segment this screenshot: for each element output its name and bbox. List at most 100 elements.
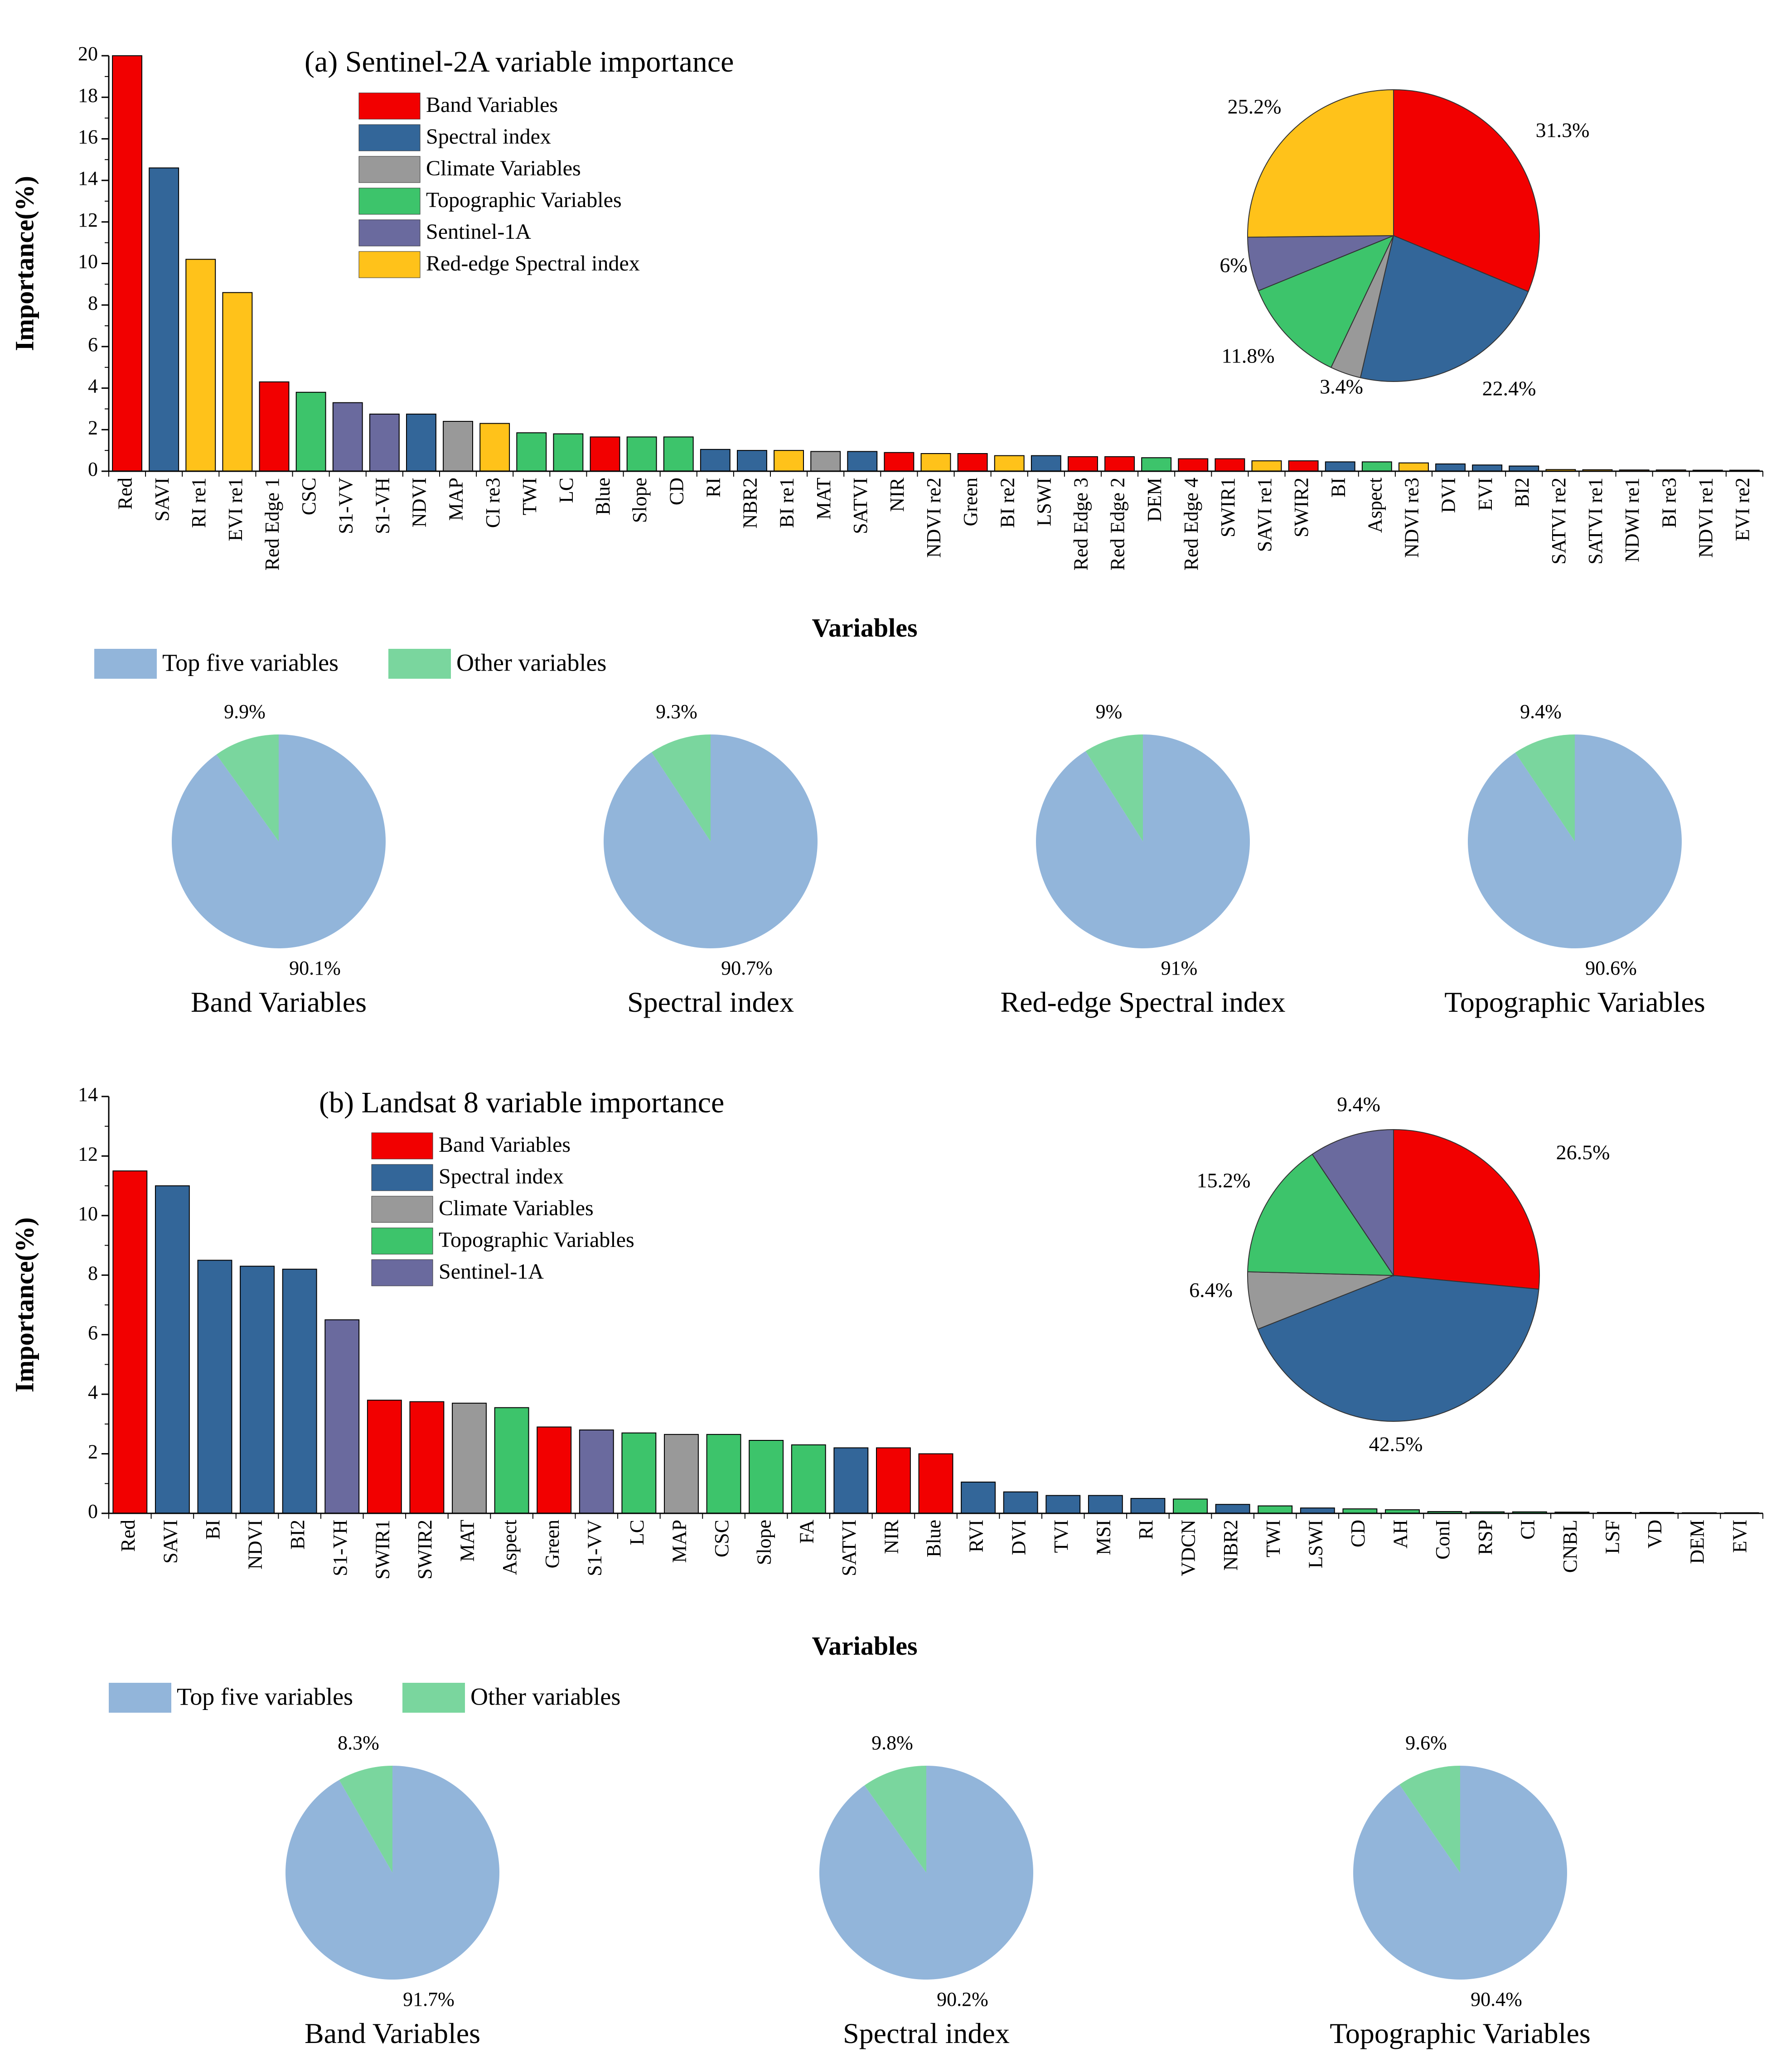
legend-label-top-five: Top five variables	[177, 1683, 353, 1710]
bar-bi	[197, 1260, 232, 1514]
bar-bi2	[282, 1269, 317, 1514]
bar-satvi	[833, 1447, 869, 1514]
landsat8-bar-chart: Red SAVI BI NDVI BI2 S1-VH SWIR1 SWIR2 MAT Aspect…	[10, 1083, 1763, 1661]
pie-label-top-five-topographic-variables: 90.4%	[1471, 1988, 1522, 2010]
pie-label-other-spectral-index: 9.8%	[871, 1732, 913, 1754]
y-tick-label: 20	[78, 43, 98, 65]
legend-swatch-topographic	[371, 1227, 433, 1255]
x-tick-label-ndvi: NDVI	[244, 1520, 266, 1570]
pie-label-band: 31.3%	[1536, 119, 1590, 142]
x-tick-label-map: MAP	[668, 1520, 691, 1563]
x-tick-label-ah: AH	[1389, 1520, 1412, 1549]
x-tick-label-lswi: LSWI	[1033, 478, 1055, 526]
bar-bi-re2	[994, 455, 1025, 472]
y-tick-label: 0	[88, 1500, 98, 1522]
x-tick-label-cd: CD	[1347, 1520, 1369, 1547]
pie-slice-top-five-topographic-variables	[1353, 1766, 1567, 1980]
bar-fa	[791, 1444, 826, 1514]
y-tick-label: 2	[88, 416, 98, 439]
legend-label-climate: Climate Variables	[439, 1196, 594, 1220]
bar-dvi	[1435, 463, 1466, 472]
x-tick-label-rvi: RVI	[965, 1520, 987, 1552]
legend-label-band: Band Variables	[426, 93, 558, 117]
pie-label-climate: 6.4%	[1189, 1279, 1233, 1302]
bar-green	[957, 453, 988, 472]
pie-slice-other-band-variables	[216, 734, 279, 841]
bar-lswi	[1031, 455, 1061, 472]
bar-s1-vh	[324, 1319, 360, 1514]
x-tick-label-slope: Slope	[629, 478, 651, 523]
x-tick-label-nir: NIR	[881, 1519, 903, 1554]
pie-label-topographic: 15.2%	[1197, 1169, 1251, 1192]
pie-label-other-topographic-variables: 9.6%	[1405, 1732, 1447, 1754]
bar-savi	[149, 167, 179, 472]
x-tick-label-satvi-re2: SATVI re2	[1548, 478, 1570, 565]
bar-ri-re1	[185, 259, 216, 472]
y-tick-label: 14	[78, 167, 98, 189]
y-axis-title: Importance(%)	[10, 1217, 39, 1393]
x-tick-label-mat: MAT	[456, 1520, 479, 1562]
x-axis-title: Variables	[812, 1631, 917, 1661]
x-tick-label-dvi: DVI	[1437, 478, 1460, 513]
x-tick-label-swir2: SWIR2	[414, 1520, 436, 1579]
x-tick-label-ci-re3: CI re3	[482, 478, 504, 528]
pie-slice-sentinel1	[1311, 1129, 1394, 1277]
bar-swir1	[367, 1400, 402, 1514]
bar-nir	[884, 452, 915, 472]
x-tick-label-coni: ConI	[1432, 1520, 1454, 1560]
legend-swatch-other	[402, 1683, 465, 1713]
bar-red-edge-3	[1068, 456, 1098, 472]
pie-slice-topographic	[1258, 235, 1395, 368]
x-tick-label-evi-re1: EVI re1	[224, 478, 247, 541]
bar-dem	[1141, 457, 1172, 472]
legend-label-band: Band Variables	[439, 1133, 571, 1157]
pie-slice-topographic	[1247, 1154, 1394, 1276]
x-tick-label-savi-re1: SAVI re1	[1253, 478, 1276, 552]
y-tick-label: 10	[78, 251, 98, 273]
bar-green	[537, 1426, 572, 1514]
legend-label-topographic: Topographic Variables	[439, 1228, 634, 1252]
legend-swatch-climate	[371, 1196, 433, 1223]
legend-swatch-spectral	[358, 124, 421, 151]
x-tick-label-dem: DEM	[1143, 478, 1166, 522]
x-tick-label-swir2: SWIR2	[1290, 478, 1312, 537]
x-tick-label-ri: RI	[1135, 1520, 1157, 1540]
x-tick-label-ndvi-re3: NDVI re3	[1401, 478, 1423, 558]
x-tick-label-twi: TWI	[1262, 1520, 1284, 1557]
pie-label-climate: 3.4%	[1320, 375, 1363, 398]
x-tick-label-ndvi-re2: NDVI re2	[923, 478, 945, 558]
x-tick-label-aspect: Aspect	[1364, 478, 1386, 533]
sentinel2-top-five-pies: Top five variables Other variables 9.9% 90.…	[94, 649, 1705, 1018]
legend-swatch-band	[371, 1132, 433, 1159]
x-tick-label-lsf: LSF	[1602, 1520, 1624, 1554]
x-tick-label-rsp: RSP	[1474, 1520, 1496, 1555]
pie-label-sentinel1: 9.4%	[1337, 1093, 1380, 1116]
x-tick-label-blue: Blue	[923, 1520, 945, 1557]
x-tick-label-bi-re1: BI re1	[776, 478, 798, 528]
x-tick-label-vd: VD	[1644, 1520, 1666, 1549]
bar-swir2	[409, 1401, 445, 1514]
bar-swir2	[1288, 460, 1319, 472]
pie-title-topographic-variables: Topographic Variables	[1330, 2017, 1591, 2049]
pie-label-other-topographic-variables: 9.4%	[1520, 700, 1562, 723]
x-tick-label-s1-vv: S1-VV	[334, 478, 357, 534]
pie-label-other-band-variables: 9.9%	[224, 700, 266, 723]
pie-slice-top-five-spectral-index	[603, 734, 818, 948]
x-tick-label-evi-re2: EVI re2	[1732, 478, 1754, 541]
x-tick-label-bi-re2: BI re2	[996, 478, 1018, 528]
bar-satvi	[847, 451, 878, 472]
y-tick-label: 18	[78, 84, 98, 106]
x-tick-label-red-edge-1: Red Edge 1	[261, 478, 283, 570]
bar-red-edge-2	[1104, 456, 1135, 472]
bar-red	[112, 1170, 148, 1514]
x-tick-label-red: Red	[117, 1520, 139, 1552]
bar-aspect	[1361, 461, 1392, 472]
pie-slice-climate	[1247, 1271, 1394, 1330]
bar-map	[664, 1434, 699, 1514]
x-tick-label-evi: EVI	[1474, 478, 1496, 511]
pie-label-top-five-red-edge-spectral-index: 91%	[1161, 957, 1198, 979]
x-tick-label-green: Green	[541, 1520, 563, 1569]
x-tick-label-bi: BI	[1327, 478, 1349, 497]
x-tick-label-dem: DEM	[1686, 1520, 1708, 1564]
x-tick-label-cnbl: CNBL	[1559, 1520, 1581, 1573]
